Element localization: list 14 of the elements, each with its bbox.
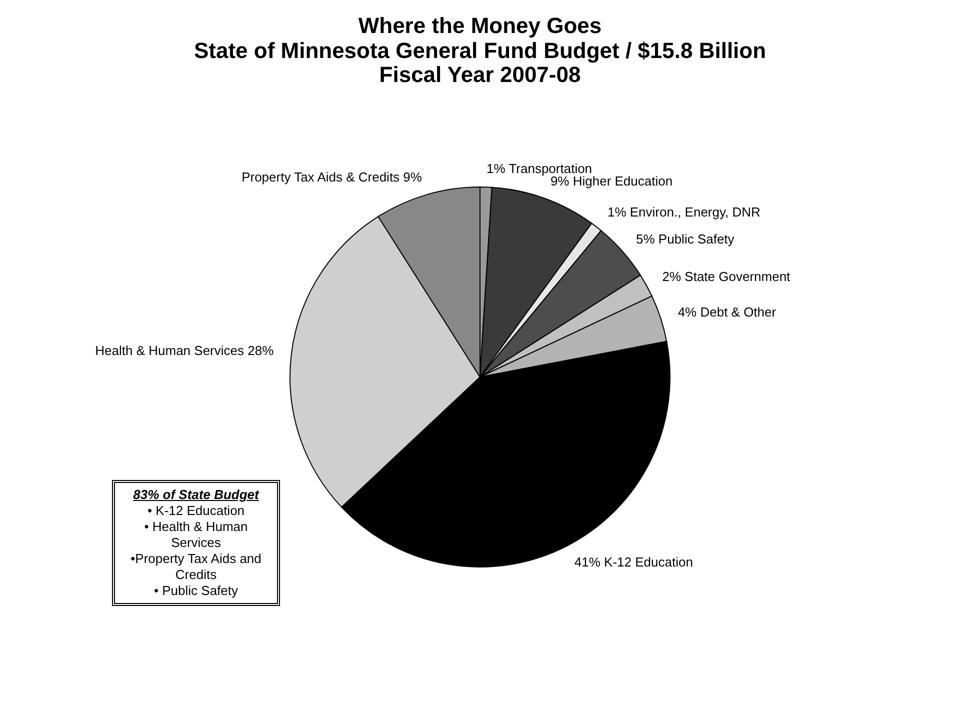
slice-label: Property Tax Aids & Credits 9% (242, 169, 422, 184)
slice-label: 4% Debt & Other (678, 304, 777, 320)
slice-label: Health & Human Services 28% (95, 342, 274, 358)
slice-label: 41% K-12 Education (574, 554, 693, 570)
text: • Health & Human Services (143, 519, 249, 551)
text: 83% of State Budget (132, 487, 260, 503)
slice-label: 2% State Government (662, 268, 791, 284)
text: •Property Tax Aids and Credits (130, 551, 262, 583)
slice-label: 5% Public Safety (636, 231, 735, 246)
chart-title: Where the Money Goes (358, 13, 602, 38)
text: • Public Safety (152, 583, 240, 599)
text: • K-12 Education (146, 503, 246, 519)
slice-label: 1% Environ., Energy, DNR (607, 204, 760, 220)
chart-subtitle: State of Minnesota General Fund Budget / $15.8 Billion Fiscal Year 2007-08 (194, 38, 766, 87)
